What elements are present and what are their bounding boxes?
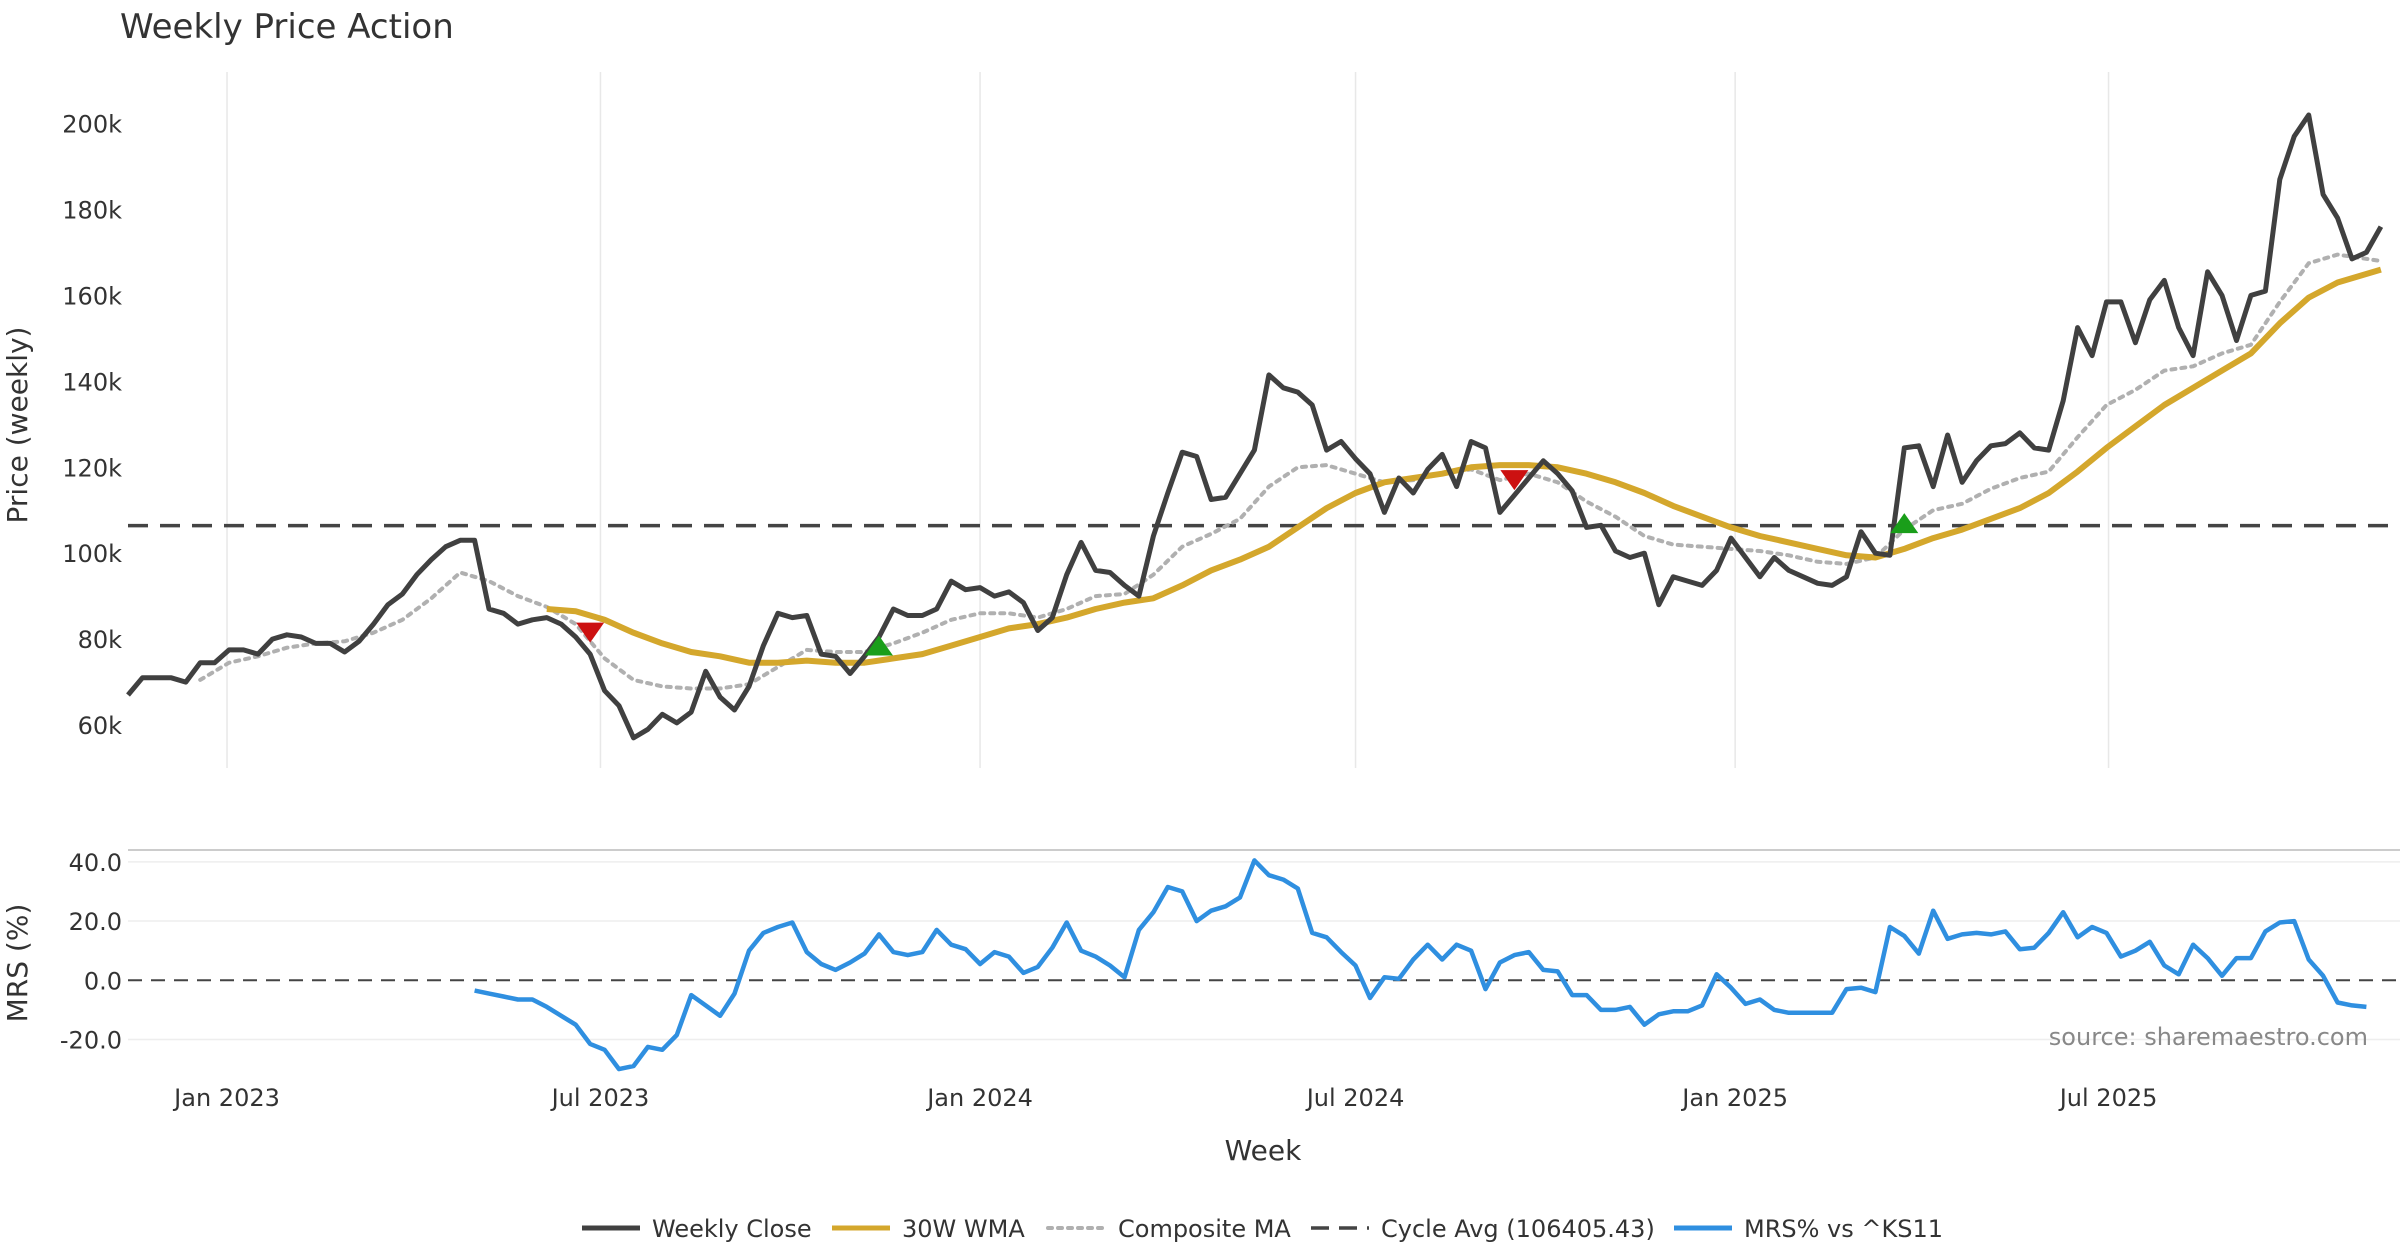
price-y-tick-label: 80k xyxy=(78,626,123,654)
price-series-layer xyxy=(126,112,2400,741)
mrs-grid xyxy=(128,861,2400,1041)
x-tick-label: Jul 2023 xyxy=(550,1084,650,1112)
buy-signal-marker xyxy=(1890,513,1919,534)
price-y-axis-label: Price (weekly) xyxy=(1,327,34,524)
x-tick-label: Jan 2024 xyxy=(925,1084,1033,1112)
source-note: source: sharemaestro.com xyxy=(2049,1023,2368,1051)
price-y-tick-label: 100k xyxy=(62,540,122,568)
mrs-y-axis-label: MRS (%) xyxy=(1,904,34,1023)
signal-markers xyxy=(576,470,1919,656)
mrs-series-layer xyxy=(474,858,2367,1072)
x-tick-label: Jul 2025 xyxy=(2058,1084,2158,1112)
x-axis-label: Week xyxy=(1225,1134,1302,1167)
price-y-tick-label: 140k xyxy=(62,368,122,396)
legend-label-composite: Composite MA xyxy=(1118,1215,1291,1243)
composite-line xyxy=(198,252,2383,691)
sell-signal-marker xyxy=(1500,470,1529,491)
x-tick-label: Jan 2025 xyxy=(1680,1084,1788,1112)
x-axis: Jan 2023 Jul 2023 Jan 2024 Jul 2024 Jan 2025… xyxy=(172,1084,2157,1112)
price-y-tick-label: 200k xyxy=(62,111,122,139)
mrs-y-axis: -20.0 0.0 20.0 40.0 xyxy=(60,849,122,1055)
price-grid xyxy=(226,72,2110,768)
chart-title: Weekly Price Action xyxy=(120,7,454,47)
legend-label-cycle: Cycle Avg (106405.43) xyxy=(1381,1215,1655,1243)
legend-label-wma: 30W WMA xyxy=(902,1215,1025,1243)
price-y-tick-label: 60k xyxy=(78,712,123,740)
mrs-y-tick-label: -20.0 xyxy=(60,1026,122,1054)
mrs-y-tick-label: 40.0 xyxy=(69,849,122,877)
legend-label-close: Weekly Close xyxy=(652,1215,812,1243)
x-tick-label: Jan 2023 xyxy=(172,1084,280,1112)
mrs-y-tick-label: 20.0 xyxy=(69,908,122,936)
price-y-tick-label: 120k xyxy=(62,454,122,482)
wma-line xyxy=(546,266,2382,666)
x-tick-label: Jul 2024 xyxy=(1305,1084,1405,1112)
sell-signal-marker xyxy=(576,622,605,643)
legend-label-mrs: MRS% vs ^KS11 xyxy=(1744,1215,1943,1243)
price-y-tick-label: 180k xyxy=(62,196,122,224)
price-y-tick-label: 160k xyxy=(62,282,122,310)
close-line xyxy=(126,112,2384,741)
buy-signal-marker xyxy=(864,635,893,656)
legend: Weekly Close 30W WMA Composite MA Cycle Avg… xyxy=(582,1215,1943,1243)
mrs-line xyxy=(474,858,2367,1072)
mrs-y-tick-label: 0.0 xyxy=(84,967,122,995)
price-y-axis: 60k 80k 100k 120k 140k 160k 180k 200k xyxy=(62,111,122,740)
